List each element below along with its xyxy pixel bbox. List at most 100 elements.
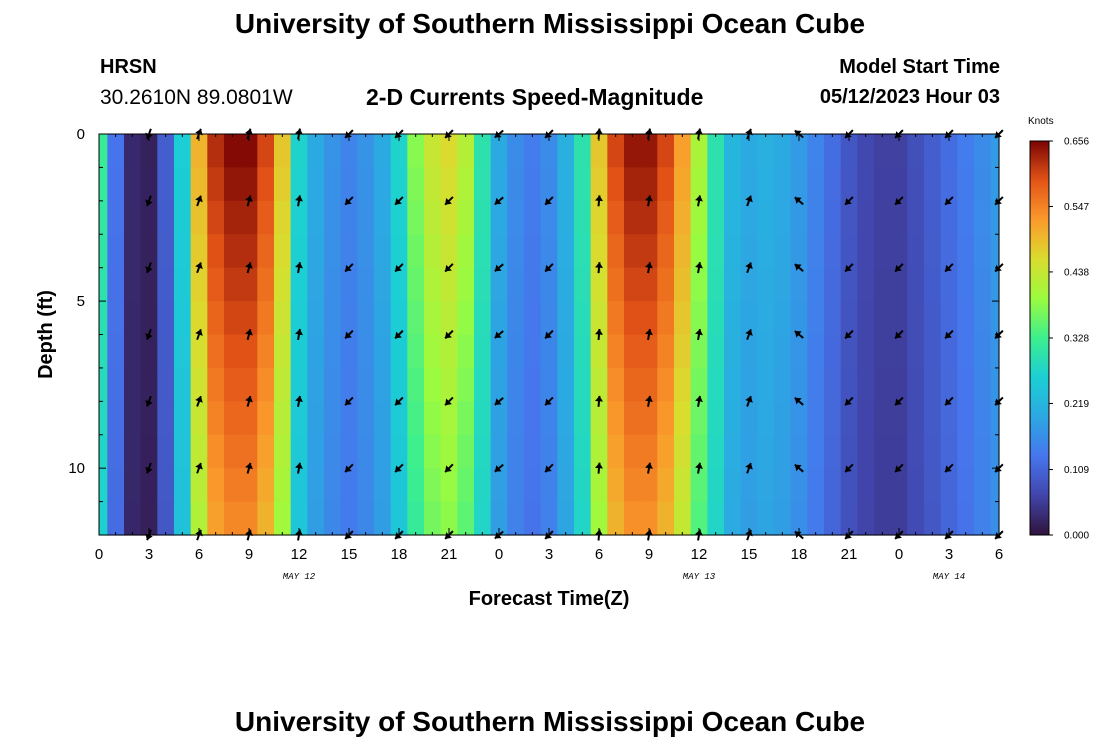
heatmap-cell [157,200,175,235]
heatmap-cell [357,134,375,169]
heatmap-cell [99,434,108,469]
heatmap-cell [807,200,825,235]
heatmap-cell [107,334,125,369]
heatmap-cell [474,367,492,402]
heatmap-cell [524,468,542,503]
heatmap-cell [424,301,442,336]
x-tick-label: 12 [291,546,308,563]
heatmap-cell [574,200,592,235]
heatmap-cell [174,267,192,302]
heatmap-cell [274,200,292,235]
current-arrow-head [794,264,802,271]
heatmap-cell [190,267,208,302]
colorbar-unit: Knots [1028,116,1054,127]
heatmap-cell [124,234,142,269]
heatmap-cell [707,367,725,402]
heatmap-cell [890,334,908,369]
heatmap-cell [240,167,258,202]
current-arrow-head [895,131,902,138]
heatmap-cell [840,501,858,536]
heatmap-cell [157,367,175,402]
heatmap-cell [424,367,442,402]
heatmap-cell [707,468,725,503]
heatmap-cell [457,301,475,336]
heatmap-cell [240,234,258,269]
heatmap-cell [374,434,392,469]
heatmap-cell [890,134,908,169]
heatmap-cell [257,434,275,469]
heatmap-cell [590,468,608,503]
heatmap-cell [457,334,475,369]
heatmap-cell [424,167,442,202]
chart-axes: 0 3 6 9 12 15 18 21 0 3 6 9 12 15 18 21 0 3 6 0 5 10 MAY 12 MAY… [35,126,1003,610]
heatmap-cell [540,367,558,402]
heatmap-cell [707,234,725,269]
heatmap-cell [574,134,592,169]
heatmap-cell [190,301,208,336]
heatmap-cell [957,134,975,169]
heatmap-cell [657,401,675,436]
heatmap-cell [824,367,842,402]
heatmap-cell [124,334,142,369]
heatmap-cell [107,234,125,269]
heatmap-cell [390,167,408,202]
heatmap-cell [990,501,1000,536]
heatmap-cell [657,301,675,336]
heatmap-cell [807,401,825,436]
heatmap-cell [224,434,242,469]
heatmap-cell [940,267,958,302]
heatmap-cell [140,167,158,202]
heatmap-cell [157,468,175,503]
model-start-value: 05/12/2023 Hour 03 [819,86,1000,108]
heatmap-cell [457,167,475,202]
heatmap-cell [140,401,158,436]
heatmap-cell [390,468,408,503]
heatmap-cell [257,134,275,169]
current-arrow-head [645,262,653,269]
heatmap-cell [440,468,458,503]
heatmap-cell [274,334,292,369]
y-tick-label: 0 [77,126,85,143]
current-arrow-head [445,264,452,272]
heatmap-cell [574,234,592,269]
heatmap-cell [140,200,158,235]
heatmap-cell [524,434,542,469]
heatmap-cell [99,367,108,402]
heatmap-cell [640,167,658,202]
heatmap-cell [940,167,958,202]
heatmap-cell [524,134,542,169]
heatmap-cell [657,234,675,269]
colorbar-tick-label: 0.219 [1064,399,1089,410]
heatmap-cell [374,167,392,202]
heatmap-cell [957,167,975,202]
heatmap-cell [290,434,308,469]
heatmap-cell [607,468,625,503]
heatmap-cell [490,167,508,202]
current-arrow-head [545,264,552,272]
heatmap-cell [774,401,792,436]
heatmap-cell [990,267,1000,302]
heatmap-cell [99,401,108,436]
heatmap-cell [474,468,492,503]
current-arrow-head [195,329,203,336]
heatmap-cell [257,167,275,202]
heatmap-cell [840,434,858,469]
heatmap-cell [874,301,892,336]
heatmap-cell [774,501,792,536]
current-arrow-head [245,396,253,403]
heatmap-cell [624,167,642,202]
heatmap-cell [507,301,525,336]
heatmap-cell [974,134,992,169]
current-arrow-head [745,329,753,336]
heatmap-cell [124,267,142,302]
heatmap-cell [924,267,942,302]
heatmap-cell [907,167,925,202]
heatmap-cell [640,468,658,503]
y-tick-label: 10 [68,460,85,477]
heatmap-cell [474,434,492,469]
heatmap-cell [457,367,475,402]
heatmap-cell [207,134,225,169]
current-arrow-head [545,198,552,205]
current-arrow-head [695,462,703,469]
heatmap-cell [257,468,275,503]
